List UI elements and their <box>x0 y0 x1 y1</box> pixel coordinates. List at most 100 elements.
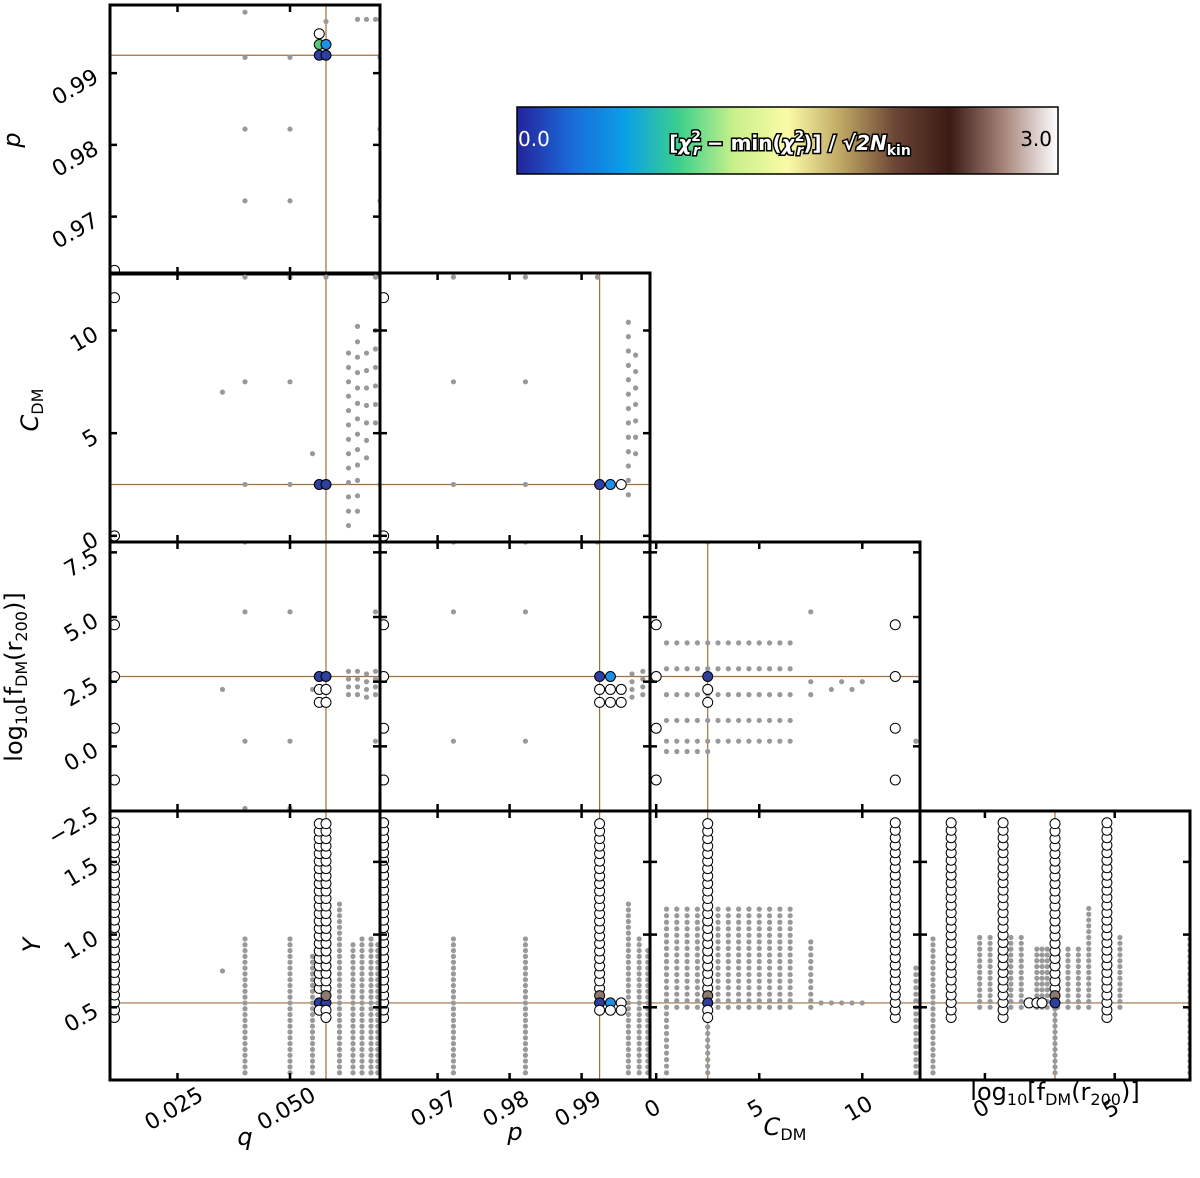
sample-point <box>663 998 670 1004</box>
sample-point <box>450 959 457 965</box>
sample-point <box>930 1046 936 1053</box>
sample-point <box>777 913 783 919</box>
sample-point <box>1018 987 1024 993</box>
sample-point <box>756 717 762 724</box>
sample-point <box>756 932 762 938</box>
best-model-marker <box>1101 817 1113 829</box>
sample-point <box>522 1035 529 1041</box>
sample-point <box>766 945 773 952</box>
sample-point <box>242 1035 248 1041</box>
sample-point <box>663 952 670 958</box>
sample-point <box>287 481 293 488</box>
sample-point <box>674 965 680 971</box>
y-tick-label: 5.0 <box>60 609 103 648</box>
sample-point <box>372 383 379 389</box>
sample-point <box>674 926 680 932</box>
sample-point <box>715 971 721 978</box>
sample-point <box>663 1030 670 1037</box>
sample-point <box>1065 969 1071 976</box>
x-axis-label-q: q <box>237 1123 252 1151</box>
sample-point <box>913 985 919 991</box>
sample-point <box>1075 987 1081 993</box>
sample-point <box>828 686 834 693</box>
sample-point <box>636 965 642 971</box>
sample-point <box>787 958 793 965</box>
sample-point <box>625 1029 632 1035</box>
sample-point <box>350 977 356 983</box>
sample-point <box>977 981 983 987</box>
sample-point <box>746 692 752 698</box>
sample-point <box>368 1052 374 1058</box>
sample-point <box>987 987 993 993</box>
sample-point <box>336 982 343 989</box>
sample-point <box>746 932 752 938</box>
sample-point <box>766 932 773 938</box>
sample-point <box>1117 958 1123 964</box>
sample-point <box>242 1052 248 1058</box>
panel-q-vs-fdm: −2.50.02.55.07.5 <box>44 540 382 851</box>
sample-point <box>746 945 752 952</box>
sample-point <box>522 379 529 385</box>
panel-content <box>380 542 650 811</box>
sample-point <box>522 988 529 994</box>
sample-point <box>522 481 529 488</box>
sample-point <box>309 1000 316 1006</box>
panel-frame <box>918 809 1192 1082</box>
sample-point <box>354 416 361 422</box>
sample-point <box>354 684 361 690</box>
best-model-marker <box>380 774 390 786</box>
sample-point <box>808 958 814 965</box>
sample-point <box>674 971 680 978</box>
sample-point <box>309 1070 316 1076</box>
y-axis-label-p: p <box>0 132 26 148</box>
sample-point <box>705 640 711 646</box>
sample-point <box>913 1043 919 1050</box>
sample-point <box>787 913 793 919</box>
sample-point <box>746 738 752 744</box>
sample-point <box>766 958 773 965</box>
sample-point <box>987 952 993 958</box>
sample-point <box>930 994 936 1000</box>
sample-point <box>859 679 865 685</box>
best-model-marker <box>604 671 616 682</box>
sample-point <box>522 1017 529 1023</box>
sample-point <box>287 1035 293 1041</box>
sample-point <box>674 748 680 755</box>
sample-point <box>345 465 352 471</box>
sample-point <box>694 692 701 698</box>
sample-point <box>309 1017 316 1023</box>
sample-point <box>705 1037 711 1043</box>
sample-point <box>336 1052 343 1058</box>
sample-point <box>987 993 993 999</box>
sample-point <box>625 1023 632 1029</box>
sample-point <box>684 945 690 952</box>
sample-point <box>694 640 701 646</box>
sample-point <box>1039 958 1045 964</box>
sample-point <box>736 965 742 971</box>
sample-point <box>684 692 690 698</box>
sample-point <box>242 965 248 971</box>
sample-point <box>323 274 329 280</box>
sample-point <box>777 926 783 932</box>
sample-point <box>1008 958 1014 964</box>
sample-point <box>1008 940 1014 946</box>
best-model-marker <box>594 818 606 830</box>
x-tick-label: 0.97 <box>407 1086 462 1132</box>
sample-point <box>913 738 919 744</box>
sample-point <box>694 985 701 991</box>
x-tick-label: 0 <box>641 1095 666 1124</box>
sample-point <box>287 982 293 989</box>
sample-point <box>368 1006 374 1012</box>
sample-point <box>1018 963 1024 970</box>
best-model-marker <box>702 1011 714 1023</box>
sample-point <box>372 274 379 280</box>
sample-point <box>287 126 293 132</box>
sample-point <box>756 978 762 984</box>
best-model-marker <box>320 683 332 695</box>
sample-point <box>345 451 352 457</box>
sample-point <box>977 963 983 970</box>
sample-point <box>674 738 680 744</box>
sample-point <box>913 1063 919 1069</box>
sample-point <box>674 939 680 945</box>
sample-point <box>450 1064 457 1070</box>
